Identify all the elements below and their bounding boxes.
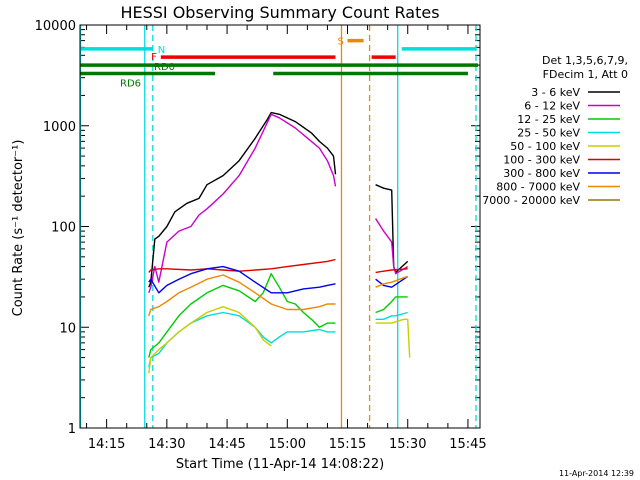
x-tick-label: 15:15 [329,437,366,452]
x-tick-label: 15:00 [269,437,306,452]
legend-header-1: Det 1,3,5,6,7,9, [542,54,628,67]
series-line-2 [375,296,408,314]
series-line-3 [148,311,336,368]
series-line-6 [148,265,336,294]
x-tick-label: 15:45 [449,437,486,452]
legend-header-2: FDecim 1, Att 0 [543,68,628,81]
chart-title: HESSI Observing Summary Count Rates [120,3,439,22]
series-line-4 [375,318,411,358]
legend-label: 300 - 800 keV [503,167,580,180]
legend-label: 3 - 6 keV [531,86,580,99]
series-line-2 [148,273,336,358]
x-tick-label: 15:30 [389,437,426,452]
series-line-6 [375,275,409,288]
series-line-0 [375,184,409,274]
legend-label: 50 - 100 keV [510,140,580,153]
legend-label: 100 - 300 keV [503,154,580,167]
series-line-4 [148,306,272,374]
series-line-1 [375,218,409,275]
series-line-1 [148,113,337,294]
x-tick-label: 14:30 [148,437,185,452]
legend-label: 25 - 50 keV [517,127,580,140]
plot-frame [79,24,481,429]
interval-label-f: F [151,52,157,63]
y-tick-label: 1 [68,422,76,437]
series-line-0 [148,111,337,288]
y-axis-label: Count Rate (s⁻¹ detector⁻¹) [11,140,26,317]
interval-label-rd6: RD6 [120,79,141,90]
interval-label-n: N [158,45,165,56]
interval-label-s: S [338,37,344,48]
legend-label: 6 - 12 keV [524,100,580,113]
series-line-5 [375,268,408,274]
legend-label: 12 - 25 keV [517,113,580,126]
legend-label: 7000 - 20000 keV [482,194,580,207]
series-line-3 [375,311,408,320]
series-line-7 [148,274,336,317]
x-tick-label: 14:45 [208,437,245,452]
legend-label: 800 - 7000 keV [496,181,580,194]
y-tick-label: 10 [59,321,76,336]
date-stamp: 11-Apr-2014 12:39 [559,469,634,478]
series-line-7 [375,275,408,288]
y-tick-label: 1000 [43,120,76,135]
x-axis-label: Start Time (11-Apr-14 14:08:22) [176,457,384,472]
interval-label-rd0: RD0 [154,62,175,73]
y-tick-label: 10000 [35,19,76,34]
x-tick-label: 14:15 [88,437,125,452]
series-line-5 [148,258,336,273]
y-tick-label: 100 [51,221,76,236]
